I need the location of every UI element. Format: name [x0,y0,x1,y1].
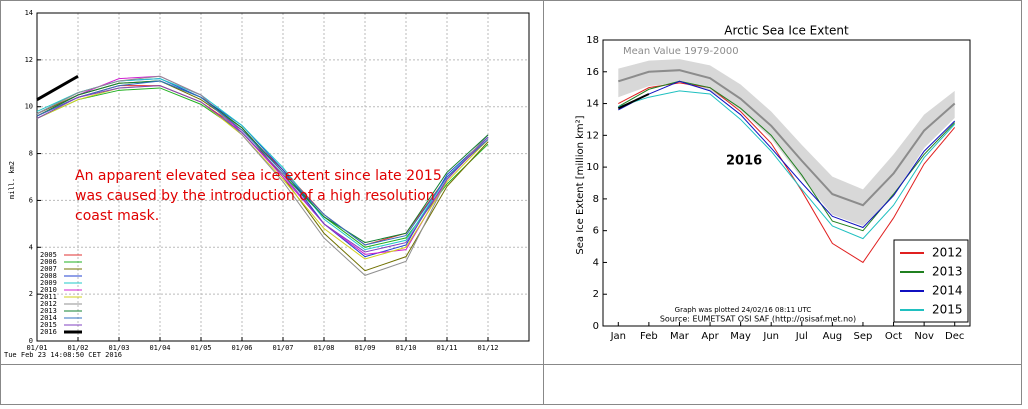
x-tick-label: 01/05 [190,344,211,352]
y-tick-label: 2 [593,289,599,300]
x-tick-label: 01/12 [477,344,498,352]
y-tick-label: 12 [25,56,33,64]
y-tick-label: 0 [29,337,33,345]
chart-title: Arctic Sea Ice Extent [724,24,849,38]
x-tick-label: Mar [670,331,690,342]
legend-label: 2005 [40,251,57,259]
x-tick-label: 01/08 [313,344,334,352]
legend-label: 2014 [40,314,57,322]
y-tick-label: 4 [29,243,33,251]
annotation: coast mask. [75,208,159,224]
legend-label: 2011 [40,293,57,301]
x-tick-label: 01/02 [67,344,88,352]
y-tick-label: 18 [586,35,599,46]
legend-label: 2014 [932,284,963,298]
x-tick-label: May [730,331,751,342]
series-line [618,80,956,229]
y-tick-label: 4 [593,257,599,268]
x-tick-label: Jul [795,331,808,342]
y-tick-label: 2 [29,290,33,298]
y-tick-label: 10 [586,162,599,173]
series-line [617,93,650,110]
legend-label: 2010 [40,286,57,294]
y-tick-label: 8 [29,150,33,158]
plot-frame [602,39,971,327]
y-tick-label: 12 [586,130,599,141]
x-tick-label: Jan [610,331,626,342]
legend-label: 2013 [932,265,963,279]
legend-label: 2012 [932,246,963,260]
x-tick-label: 01/07 [272,344,293,352]
series-label: Mean Value 1979-2000 [623,46,739,57]
y-tick-label: 0 [593,321,599,332]
series-line [618,90,956,240]
annotation: Source: EUMETSAT OSI SAF (http://osisaf.… [660,315,856,324]
y-tick-label: 8 [593,194,599,205]
legend-label: 2009 [40,279,57,287]
y-tick-label: 14 [25,9,33,17]
x-tick-label: Apr [701,331,719,342]
x-tick-label: 01/06 [231,344,252,352]
series-line [36,75,489,276]
x-tick-label: 01/04 [149,344,170,352]
legend-label: 2015 [40,321,57,329]
x-tick-label: Feb [640,331,658,342]
legend-label: 2015 [932,303,963,317]
x-tick-label: Dec [945,331,964,342]
footer: Tue Feb 23 14:08:50 CET 2016 [4,351,122,359]
y-tick-label: 6 [29,196,33,204]
series-line [36,85,489,253]
x-tick-label: 01/10 [395,344,416,352]
legend-label: 2006 [40,258,57,266]
x-tick-label: Sep [854,331,873,342]
y-tick-label: 16 [586,67,599,78]
x-tick-label: 01/11 [436,344,457,352]
x-tick-label: 01/01 [26,344,47,352]
y-axis-label: Sea Ice Extent [million km²] [575,115,586,254]
series-line [617,69,956,207]
x-tick-label: Aug [823,331,843,342]
x-tick-label: Oct [885,331,902,342]
series-line [36,74,79,101]
annotation: 2016 [726,154,762,169]
x-tick-label: 01/03 [108,344,129,352]
series-line [36,80,489,244]
series-line [36,75,489,255]
legend-label: 2016 [40,328,57,336]
x-tick-label: 01/09 [354,344,375,352]
y-tick-label: 6 [593,226,599,237]
series-line [36,80,489,246]
annotation: was caused by the introduction of a high… [75,188,435,204]
legend-label: 2012 [40,300,57,308]
y-tick-label: 14 [586,99,599,110]
y-axis-label: mill. km2 [8,161,16,199]
legend-label: 2013 [40,307,57,315]
legend-label: 2008 [40,272,57,280]
x-tick-label: Nov [914,331,934,342]
y-tick-label: 10 [25,103,33,111]
legend-label: 2007 [40,265,57,273]
x-tick-label: Jun [762,331,779,342]
annotation: An apparent elevated sea ice extent sinc… [75,168,442,184]
annotation: Graph was plotted 24/02/16 08:11 UTC [675,306,812,314]
